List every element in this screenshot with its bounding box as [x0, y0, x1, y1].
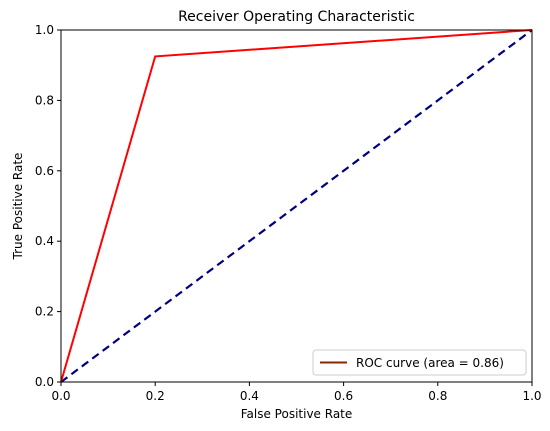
x-axis-label: False Positive Rate [241, 407, 353, 421]
x-tick-label: 0.0 [51, 389, 70, 403]
y-tick-label: 0.8 [35, 93, 54, 107]
roc-curve-line [60, 29, 533, 383]
chart-title: Receiver Operating Characteristic [178, 9, 415, 25]
legend-box [312, 349, 527, 376]
y-axis: 0.0 0.2 0.4 0.6 0.8 1.0 [35, 23, 61, 389]
x-tick-label: 0.6 [334, 389, 353, 403]
legend-label: ROC curve (area = 0.86) [356, 356, 504, 370]
x-axis: 0.0 0.2 0.4 0.6 0.8 1.0 [51, 382, 542, 403]
x-tick-label: 0.4 [240, 389, 259, 403]
x-tick-label: 0.8 [428, 389, 447, 403]
y-tick-label: 0.2 [35, 305, 54, 319]
axes-frame [60, 29, 533, 383]
chance-diagonal-line [60, 29, 533, 383]
x-tick-label: 0.2 [146, 389, 165, 403]
y-axis-label: True Positive Rate [11, 153, 25, 261]
legend: ROC curve (area = 0.86) [312, 349, 527, 376]
y-tick-label: 1.0 [35, 23, 54, 37]
plot-area [60, 29, 533, 383]
y-tick-label: 0.6 [35, 164, 54, 178]
x-tick-label: 1.0 [522, 389, 541, 403]
y-tick-label: 0.0 [35, 375, 54, 389]
y-tick-label: 0.4 [35, 234, 54, 248]
